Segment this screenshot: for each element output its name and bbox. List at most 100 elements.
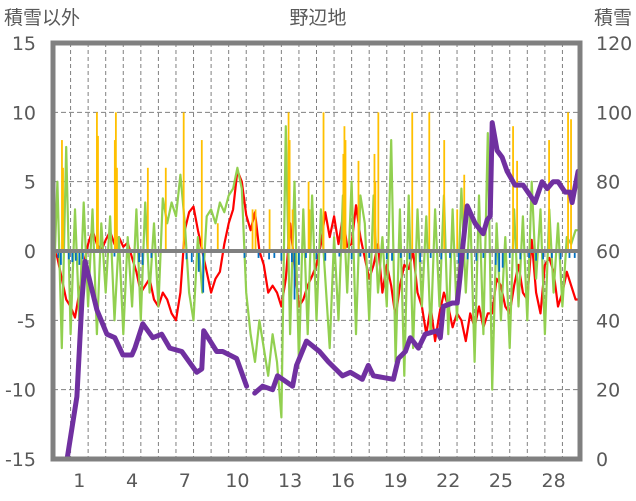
blue-bars-bar [190, 251, 193, 263]
blue-bars-bar [324, 251, 327, 261]
right-tick-label: 100 [596, 102, 632, 124]
orange-bars-bar [114, 112, 117, 251]
orange-bars-bar [291, 209, 294, 251]
orange-bars-bar [342, 153, 345, 251]
right-tick-label: 120 [596, 33, 632, 55]
blue-bars-bar [399, 251, 402, 258]
plot-marks [51, 112, 582, 462]
x-tick-label: 16 [331, 470, 355, 492]
right-tick-label: 40 [596, 310, 620, 332]
blue-bars-bar [440, 251, 443, 260]
orange-bars-bar [216, 223, 219, 251]
left-tick-label: -10 [5, 380, 36, 402]
x-tick-label: 13 [278, 470, 302, 492]
orange-bars-bar [322, 112, 325, 251]
left-tick-label: 5 [24, 172, 36, 194]
blue-bars-bar [466, 251, 469, 260]
orange-bars-bar [428, 112, 431, 251]
blue-bars-bar [71, 251, 74, 263]
snow-depth-line [252, 120, 581, 396]
blue-bars-bar [494, 251, 497, 265]
x-tick-label: 4 [126, 470, 138, 492]
orange-bars-bar [200, 140, 203, 251]
blue-bars-bar [293, 251, 296, 300]
orange-bars-bar [343, 126, 346, 251]
blue-bars-bar [74, 251, 77, 261]
orange-bars-bar [344, 140, 347, 251]
blue-bars-bar [573, 251, 576, 258]
blue-bars-bar [391, 251, 393, 261]
blue-bars-bar [315, 251, 318, 260]
x-tick-label: 28 [542, 470, 566, 492]
x-tick-label: 19 [383, 470, 407, 492]
blue-bars-bar [550, 251, 553, 258]
orange-bars-bar [146, 167, 149, 251]
x-tick-label: 7 [179, 470, 191, 492]
blue-bars-bar [185, 251, 188, 260]
blue-bars-bar [81, 251, 84, 260]
green-line [51, 125, 582, 419]
blue-bars-bar [475, 251, 478, 261]
orange-bars-bar [548, 140, 550, 251]
orange-bars-bar [377, 112, 380, 251]
blue-bars-bar [60, 251, 62, 265]
blue-bars-bar [359, 251, 362, 257]
orange-bars-bar [97, 135, 99, 251]
blue-bars-bar [273, 251, 276, 258]
blue-bars-bar [243, 251, 246, 258]
blue-bars-bar [419, 251, 422, 263]
orange-bars-bar [113, 140, 116, 251]
blue-bars-bar [57, 251, 60, 258]
chart-title: 野辺地 [289, 7, 346, 29]
blue-bars-bar [113, 251, 116, 257]
blue-bars-bar [67, 251, 70, 260]
orange-bars-bar [456, 209, 459, 251]
orange-bars-bar [357, 160, 360, 251]
orange-bars-bar [61, 140, 63, 251]
blue-bars-bar [141, 251, 144, 265]
blue-bars-bar [150, 251, 153, 258]
blue-bars-bar [501, 251, 504, 268]
left-axis-title: 積雪以外 [4, 7, 80, 29]
blue-bars-bar [408, 251, 411, 260]
orange-bars-bar [96, 112, 98, 251]
blue-bars-bar [449, 251, 451, 258]
blue-bars-bar [298, 251, 300, 265]
plot-frame [50, 40, 583, 462]
blue-bars-bar [535, 251, 537, 261]
orange-bars-bar [443, 140, 446, 251]
orange-bars-bar [512, 126, 514, 251]
blue-bars-bar [280, 251, 283, 261]
x-tick-label: 25 [489, 470, 513, 492]
blue-bars-bar [519, 251, 522, 260]
blue-bars-bar [78, 251, 81, 265]
x-tick-label: 22 [436, 470, 460, 492]
blue-bars-bar [482, 251, 485, 258]
orange-bars-bar [254, 209, 257, 251]
blue-bars-bar [385, 251, 388, 260]
orange-bars-bar [287, 112, 290, 251]
orange-bars-bar [288, 140, 291, 251]
orange-bars-bar [374, 181, 377, 251]
tick-labels: 15 10 5 0 -5 -10 -15 120 100 80 60 40 20 0 1 4 7 10 13 16 19… [5, 33, 632, 492]
blue-bars-bar [368, 251, 371, 258]
blue-bars-bar [568, 251, 571, 258]
orange-bars-bar [308, 209, 311, 251]
blue-bars-bar [268, 251, 270, 260]
right-axis-title: 積雪 [594, 7, 632, 29]
orange-bars-bar [567, 112, 569, 251]
orange-bars-bar [182, 112, 185, 251]
blue-bars-bar [338, 251, 341, 257]
right-tick-label: 20 [596, 380, 620, 402]
blue-bars-bar [429, 251, 432, 258]
blue-bars-bar [508, 251, 511, 258]
blue-bars-bar [305, 251, 307, 258]
orange-bars-bar [251, 209, 254, 251]
orange-bars-bar [164, 167, 167, 251]
right-tick-label: 60 [596, 241, 620, 263]
orange-bars-bar [116, 167, 118, 251]
orange-bars-bar [516, 160, 519, 251]
blue-bars-bar [197, 251, 200, 272]
right-tick-label: 0 [596, 449, 608, 471]
left-tick-label: 15 [12, 33, 36, 55]
